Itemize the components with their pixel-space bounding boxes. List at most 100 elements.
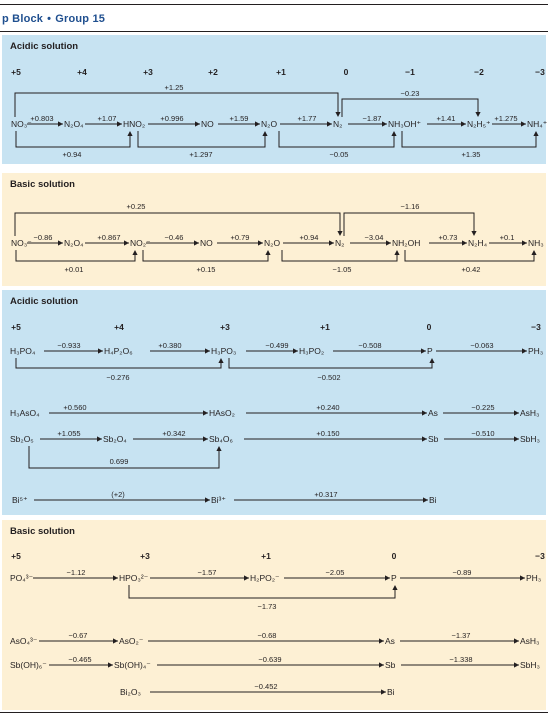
header-title: p Block • Group 15	[2, 13, 105, 25]
step-potential: +1.275	[494, 114, 517, 123]
arrowhead	[265, 250, 271, 255]
connector-line	[278, 131, 395, 148]
step-arrowhead	[124, 240, 129, 246]
species: Sb₂O₄	[103, 434, 127, 444]
step-arrowhead	[514, 638, 519, 644]
overall-potential: −0.276	[106, 373, 129, 382]
step-potential: −1.12	[67, 568, 86, 577]
overall-potential: +0.25	[127, 202, 146, 211]
group15-basic-panel: Basic solution +5 +3 +1 0 −3 PO₄³⁻ HPO₃²⁻ H₂PO₂…	[2, 520, 546, 710]
oxidation-state: +5	[11, 551, 21, 561]
connector-line	[14, 92, 339, 117]
overall-potential: +0.94	[63, 150, 82, 159]
oxidation-state: +1	[320, 322, 330, 332]
step-arrowhead	[194, 240, 199, 246]
arrowhead	[475, 112, 481, 117]
step-arrowhead	[422, 410, 427, 416]
species: Sb(OH)₆⁻	[10, 660, 47, 670]
species: As	[385, 636, 395, 646]
step-arrowhead	[108, 662, 113, 668]
step-potential: +0.803	[30, 114, 53, 123]
species: H₃PO₃	[211, 346, 236, 356]
arrowhead	[218, 358, 224, 363]
step-potential: +0.94	[300, 233, 319, 242]
oxidation-state: −1	[405, 67, 415, 77]
step-arrowhead	[258, 240, 263, 246]
arrowhead	[262, 131, 268, 136]
species: HNO₂	[123, 119, 145, 129]
step-potential: −0.86	[34, 233, 53, 242]
species: N₂H₄	[468, 238, 488, 248]
step-potential: +0.73	[439, 233, 458, 242]
step-arrowhead	[385, 575, 390, 581]
connector-line	[404, 250, 535, 262]
nitrogen-acidic-latimer-diagram: +5 +4 +3 +2 +1 0 −1 −2 −3 NO₃⁻ N₂O₄ HNO₂ NO N₂O N₂ NH₃O…	[11, 67, 547, 159]
species: H₂PO₂⁻	[250, 573, 280, 583]
oxidation-state: −3	[531, 322, 541, 332]
connector-line	[15, 131, 131, 148]
species: N₂H₅⁺	[467, 119, 491, 129]
step-arrowhead	[244, 575, 249, 581]
overall-potential: −0.23	[401, 89, 420, 98]
species: Bi	[429, 495, 437, 505]
species: PO₄³⁻	[10, 573, 33, 583]
oxidation-state: +5	[11, 67, 21, 77]
step-potential: −3.04	[365, 233, 384, 242]
arrowhead	[429, 358, 435, 363]
oxidation-state: −2	[474, 67, 484, 77]
oxidation-state: +2	[208, 67, 218, 77]
connector-line	[341, 98, 479, 117]
step-potential: −0.68	[258, 631, 277, 640]
panel-title: Acidic solution	[10, 296, 79, 307]
species: H₃AsO₄	[10, 408, 40, 418]
arrowhead	[394, 250, 400, 255]
species: N₂	[335, 238, 344, 248]
step-potential: +0.79	[231, 233, 250, 242]
step-potential: +1.77	[298, 114, 317, 123]
oxidation-state: 0	[427, 322, 432, 332]
overall-potential: +1.25	[165, 83, 184, 92]
species: NH₃	[528, 238, 544, 248]
step-arrowhead	[117, 121, 122, 127]
species: AsH₃	[520, 408, 540, 418]
step-arrowhead	[113, 638, 118, 644]
footer-rule	[0, 712, 548, 713]
group15-basic-latimer-diagram: +5 +3 +1 0 −3 PO₄³⁻ HPO₃²⁻ H₂PO₂⁻ P PH₃ −1.12 −1.57…	[10, 551, 545, 697]
step-potential: +0.317	[314, 490, 337, 499]
species: AsO₂⁻	[119, 636, 143, 646]
oxidation-state: −3	[535, 67, 545, 77]
oxidation-state: +4	[114, 322, 124, 332]
step-potential: +0.1	[500, 233, 515, 242]
species: H₃PO₄	[10, 346, 36, 356]
step-arrowhead	[97, 436, 102, 442]
step-arrowhead	[386, 240, 391, 246]
header-group: Group 15	[55, 13, 106, 25]
step-potential: −1.338	[449, 655, 472, 664]
arrowhead	[392, 585, 398, 590]
step-potential: +0.560	[63, 403, 86, 412]
step-arrowhead	[113, 575, 118, 581]
oxidation-state: 0	[344, 67, 349, 77]
step-arrowhead	[203, 410, 208, 416]
species: P	[391, 573, 397, 583]
species: AsH₃	[520, 636, 540, 646]
species: Sb(OH)₄⁻	[114, 660, 151, 670]
header-top-rule	[0, 4, 548, 5]
oxidation-state: +1	[261, 551, 271, 561]
connector-line	[343, 212, 475, 236]
step-arrowhead	[522, 240, 527, 246]
step-potential: −0.67	[69, 631, 88, 640]
arrowhead	[132, 250, 138, 255]
step-arrowhead	[382, 121, 387, 127]
oxidation-state: +5	[11, 322, 21, 332]
step-potential: +0.342	[162, 429, 185, 438]
species: NO	[200, 238, 213, 248]
panel-title: Acidic solution	[10, 41, 79, 52]
arrowhead	[127, 131, 133, 136]
step-potential: −0.465	[68, 655, 91, 664]
step-potential: −0.639	[258, 655, 281, 664]
step-potential: +1.59	[230, 114, 249, 123]
oxidation-state: −3	[535, 551, 545, 561]
step-potential: +0.996	[160, 114, 183, 123]
step-arrowhead	[195, 121, 200, 127]
